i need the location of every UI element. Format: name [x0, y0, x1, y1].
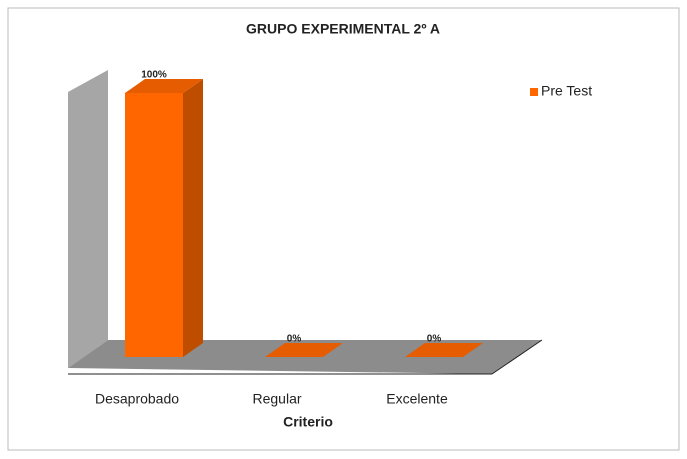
bar: [265, 343, 343, 357]
bar-side: [183, 79, 203, 357]
bar-top: [265, 343, 343, 357]
bar-front: [125, 93, 183, 357]
x-tick-label: Regular: [252, 391, 301, 407]
value-label: 0%: [427, 334, 442, 345]
legend-label: Pre Test: [541, 83, 592, 99]
bar-top: [405, 343, 483, 357]
value-label: 0%: [287, 334, 302, 345]
bar-top: [125, 79, 203, 93]
bar: [125, 79, 203, 357]
x-tick-label: Desaprobado: [95, 391, 179, 407]
x-tick-label: Excelente: [386, 391, 448, 407]
chart-title: GRUPO EXPERIMENTAL 2º A: [246, 21, 440, 37]
chart-border: [7, 7, 680, 451]
x-axis-title: Criterio: [283, 414, 333, 430]
bar: [405, 343, 483, 357]
value-label: 100%: [141, 70, 167, 81]
back-wall: [68, 70, 108, 368]
legend-swatch: [530, 88, 538, 96]
x-axis-depth: [491, 339, 543, 375]
